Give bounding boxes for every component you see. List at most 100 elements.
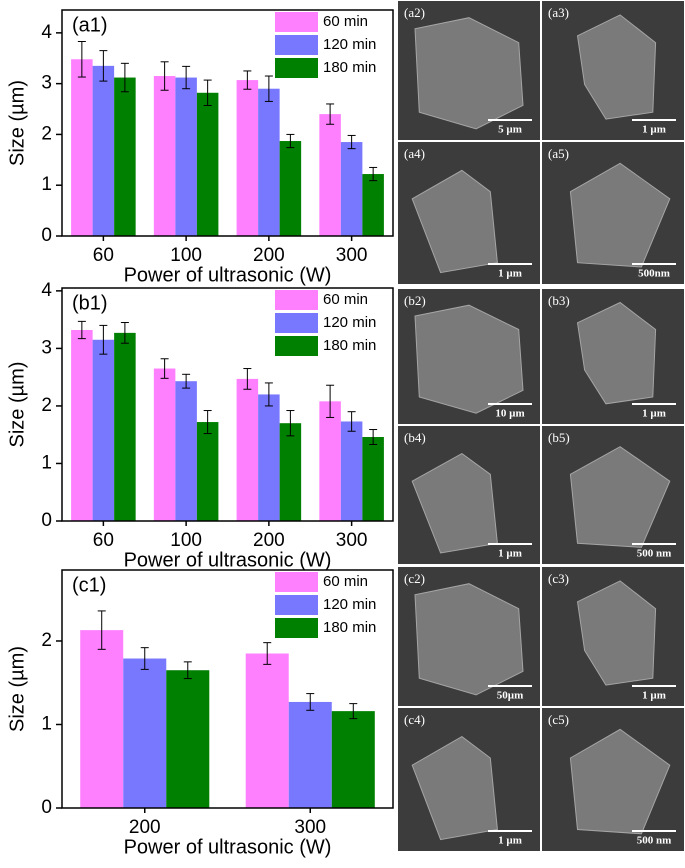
- scale-text: 500 nm: [637, 548, 672, 560]
- x-tick-label: 60: [93, 530, 114, 551]
- bar: [196, 92, 219, 237]
- sem-image: (c5) 500 nm: [542, 708, 684, 851]
- panel-label: (a1): [72, 14, 108, 36]
- image-label: (a3): [548, 5, 569, 20]
- image-label: (c5): [548, 712, 569, 727]
- error-bar: [369, 166, 378, 182]
- bar: [331, 711, 375, 808]
- sem-image: (a3) 1 µm: [542, 1, 684, 140]
- legend-swatch: [275, 313, 318, 333]
- bar: [175, 77, 197, 236]
- error-bar: [264, 382, 273, 407]
- legend-label: 60 min: [323, 13, 368, 30]
- y-tick-label: 3: [41, 73, 52, 94]
- error-bar: [203, 410, 212, 435]
- y-tick-label: 4: [41, 22, 52, 43]
- sem-image: (b2) 10 µm: [398, 289, 540, 424]
- flake: [411, 453, 498, 554]
- error-bar: [182, 373, 191, 389]
- flake: [569, 446, 671, 548]
- error-bar: [160, 61, 169, 91]
- y-tick-label: 4: [41, 280, 52, 301]
- bar: [319, 114, 341, 236]
- flake: [576, 14, 657, 120]
- image-label: (c2): [404, 571, 425, 586]
- bar: [92, 339, 115, 521]
- flake: [414, 17, 524, 130]
- y-tick-label: 1: [41, 714, 52, 735]
- bar: [258, 394, 280, 521]
- error-bar: [99, 50, 108, 82]
- legend-label: 120 min: [323, 36, 376, 53]
- legend-swatch: [275, 290, 318, 310]
- bar: [362, 174, 384, 236]
- bar-chart: 0 1 2 200 300 (c1) Power of ultrasonic (W) Size…: [6, 569, 394, 858]
- error-bar: [203, 79, 212, 106]
- error-bar: [160, 358, 169, 379]
- image-label: (c4): [404, 712, 425, 727]
- panel-label: (b1): [72, 292, 108, 314]
- flake: [414, 583, 524, 696]
- bar: [288, 701, 332, 808]
- image-label: (b2): [404, 293, 426, 308]
- flake: [411, 169, 498, 274]
- x-tick-label: 200: [129, 817, 161, 838]
- legend-swatch: [275, 336, 318, 356]
- sem-image: (c3) 1 µm: [542, 567, 684, 706]
- error-bar: [182, 65, 191, 90]
- sem-image: (b5) 500 nm: [542, 426, 684, 564]
- scale-text: 1 µm: [642, 408, 666, 420]
- sem-image: (c4) 1 µm: [398, 708, 540, 851]
- legend-label: 180 min: [323, 59, 376, 76]
- x-axis-label: Power of ultrasonic (W): [124, 549, 332, 571]
- x-tick-label: 100: [170, 245, 202, 266]
- error-bar: [306, 693, 315, 711]
- image-label: (a4): [404, 146, 425, 161]
- bar: [153, 76, 176, 237]
- error-bar: [140, 647, 149, 670]
- flake: [411, 736, 498, 841]
- error-bar: [264, 75, 273, 102]
- bar: [196, 422, 219, 521]
- scale-text: 1 µm: [642, 124, 666, 136]
- image-label: (c3): [548, 571, 569, 586]
- sem-image: (a5) 500nm: [542, 142, 684, 284]
- bar: [236, 378, 259, 521]
- error-bar: [243, 368, 252, 390]
- error-bar: [183, 661, 192, 680]
- error-bar: [326, 384, 335, 418]
- scale-text: 1 µm: [498, 548, 522, 560]
- scale-text: 500 nm: [637, 835, 672, 847]
- x-tick-label: 100: [170, 530, 202, 551]
- error-bar: [349, 703, 358, 720]
- scale-text: 10 µm: [495, 408, 524, 420]
- panel-label: (c1): [72, 574, 106, 596]
- image-label: (b4): [404, 430, 426, 445]
- legend-label: 60 min: [323, 573, 368, 590]
- bar: [71, 329, 93, 521]
- y-tick-label: 2: [41, 630, 52, 651]
- flake: [576, 580, 657, 686]
- error-bar: [99, 324, 108, 355]
- error-bar: [286, 133, 295, 149]
- scale-text: 1 µm: [498, 835, 522, 847]
- bar: [362, 437, 384, 521]
- legend-label: 120 min: [323, 314, 376, 331]
- flake: [569, 728, 671, 835]
- sem-image: (b3) 1 µm: [542, 289, 684, 424]
- bar: [236, 80, 259, 237]
- legend-swatch: [275, 618, 318, 638]
- image-label: (a2): [404, 5, 425, 20]
- sem-image: (a2) 5 µm: [398, 1, 540, 140]
- legend-label: 120 min: [323, 596, 376, 613]
- flake: [414, 304, 524, 414]
- error-bar: [77, 320, 86, 340]
- sem-image: (c2) 50µm: [398, 567, 540, 706]
- bar: [92, 65, 115, 236]
- sem-image: (a4) 1 µm: [398, 142, 540, 284]
- bar: [340, 421, 363, 521]
- error-bar: [243, 70, 252, 90]
- y-tick-label: 0: [41, 510, 52, 531]
- scale-text: 500nm: [638, 268, 670, 280]
